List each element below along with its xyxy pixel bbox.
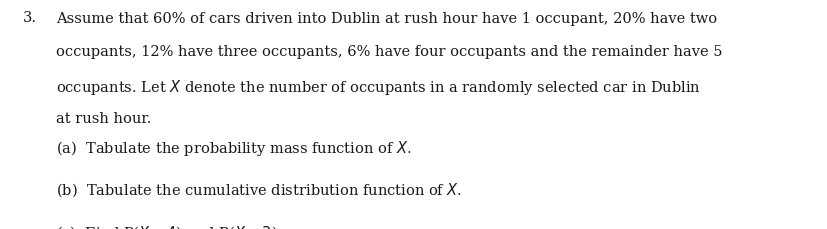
Text: 3.: 3. bbox=[23, 11, 37, 25]
Text: occupants, 12% have three occupants, 6% have four occupants and the remainder ha: occupants, 12% have three occupants, 6% … bbox=[56, 45, 722, 59]
Text: (c)  Find P($X \geq 4$) and P($X < 3$).: (c) Find P($X \geq 4$) and P($X < 3$). bbox=[56, 223, 282, 229]
Text: (b)  Tabulate the cumulative distribution function of $X$.: (b) Tabulate the cumulative distribution… bbox=[56, 181, 462, 199]
Text: Assume that 60% of cars driven into Dublin at rush hour have 1 occupant, 20% hav: Assume that 60% of cars driven into Dubl… bbox=[56, 11, 716, 25]
Text: at rush hour.: at rush hour. bbox=[56, 111, 151, 125]
Text: (a)  Tabulate the probability mass function of $X$.: (a) Tabulate the probability mass functi… bbox=[56, 139, 411, 158]
Text: occupants. Let $X$ denote the number of occupants in a randomly selected car in : occupants. Let $X$ denote the number of … bbox=[56, 78, 700, 97]
